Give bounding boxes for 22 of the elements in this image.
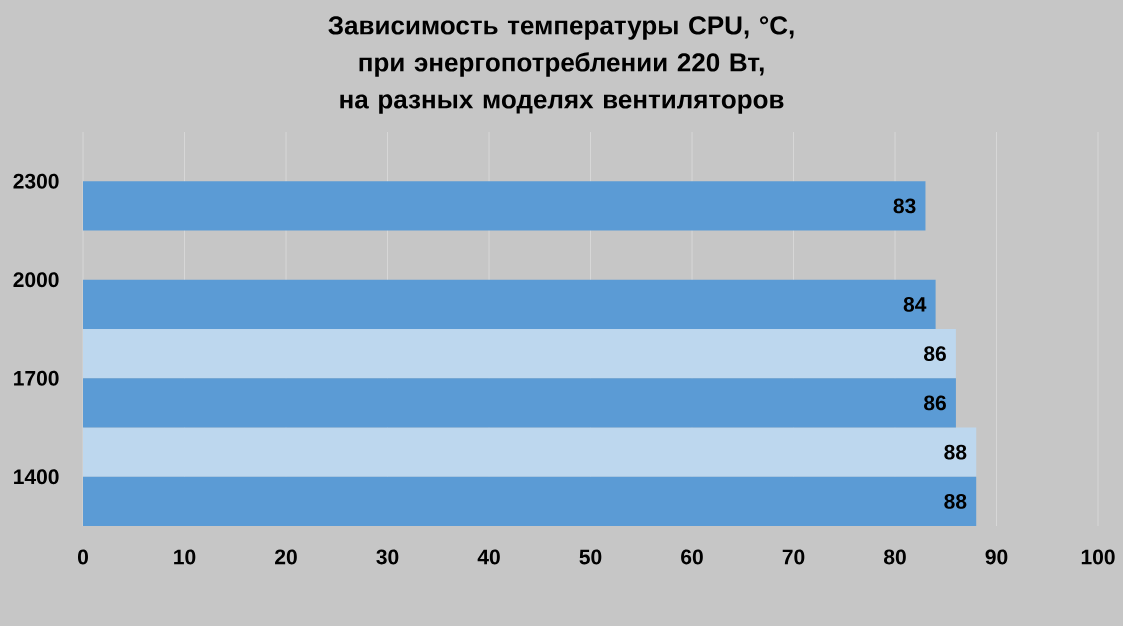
- data-label: 86: [924, 395, 946, 411]
- x-tick-label: 30: [376, 549, 399, 565]
- y-tick-label: 2000: [13, 272, 59, 288]
- y-tick-label: 2300: [13, 173, 59, 189]
- chart-title: Зависимость температуры CPU, °C, при энергопотреблении 220 Вт, на разных моделях вентиляторов: [328, 16, 794, 114]
- x-tick-label: 10: [174, 549, 196, 565]
- data-label: 86: [924, 346, 946, 362]
- x-tick-label: 80: [883, 549, 906, 565]
- x-tick-label: 50: [579, 549, 602, 565]
- y-tick-label: 1700: [14, 370, 59, 386]
- x-tick-label: 70: [782, 549, 805, 565]
- x-tick-label: 0: [77, 549, 88, 565]
- x-tick-label: 40: [477, 549, 500, 565]
- data-label: 88: [944, 444, 967, 460]
- x-tick-label: 90: [985, 549, 1008, 565]
- x-tick-label: 60: [681, 549, 703, 565]
- x-tick-label: 20: [275, 549, 297, 565]
- y-tick-label: 1400: [14, 469, 59, 485]
- data-label: 88: [944, 493, 967, 509]
- data-label: 83: [893, 198, 916, 214]
- data-label: 84: [903, 296, 927, 312]
- x-tick-label: 100: [1081, 549, 1115, 565]
